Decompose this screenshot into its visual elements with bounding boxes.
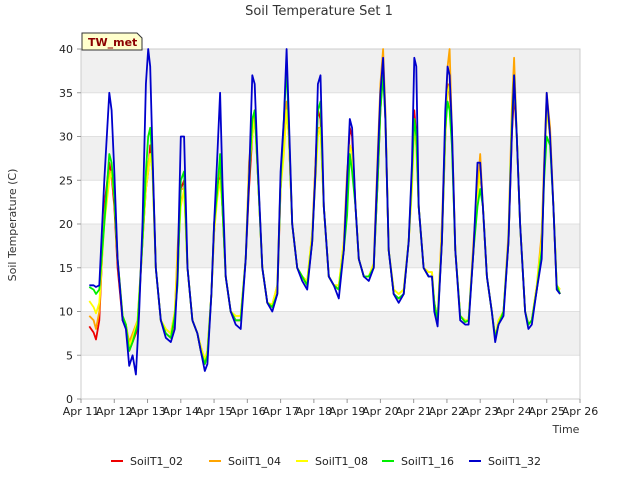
- y-tick-label: 5: [66, 349, 73, 362]
- x-tick-label: Apr 22: [429, 405, 466, 418]
- y-tick-label: 15: [59, 262, 73, 275]
- x-tick-label: Apr 16: [229, 405, 266, 418]
- annotation-text: TW_met: [88, 36, 137, 49]
- y-tick-label: 20: [59, 218, 73, 231]
- legend-label: SoilT1_02: [130, 455, 183, 468]
- series-line-SoilT1_32: [89, 48, 561, 376]
- x-tick-label: Apr 24: [495, 405, 532, 418]
- grid-band: [81, 136, 580, 181]
- legend-label: SoilT1_04: [228, 455, 281, 468]
- x-tick-label: Apr 20: [362, 405, 399, 418]
- x-tick-label: Apr 11: [63, 405, 100, 418]
- x-tick-label: Apr 13: [129, 405, 166, 418]
- legend-item-SoilT1_08: SoilT1_08: [296, 455, 368, 468]
- x-tick-label: Apr 14: [163, 405, 200, 418]
- annotation-frame: [81, 32, 143, 51]
- y-tick-label: 0: [66, 393, 73, 406]
- y-axis-label: Soil Temperature (C): [6, 169, 19, 282]
- x-tick-label: Apr 17: [262, 405, 299, 418]
- legend-item-SoilT1_04: SoilT1_04: [209, 455, 281, 468]
- legend-item-SoilT1_02: SoilT1_02: [111, 455, 183, 468]
- x-tick-label: Apr 18: [296, 405, 333, 418]
- y-axis-ticks: 0 5 10 15 20 25 30 35 40: [59, 43, 81, 406]
- x-tick-label: Apr 21: [395, 405, 432, 418]
- y-tick-label: 10: [59, 306, 73, 319]
- x-tick-label: Apr 15: [196, 405, 233, 418]
- y-tick-label: 25: [59, 174, 73, 187]
- y-tick-label: 40: [59, 43, 73, 56]
- grid-band: [81, 311, 580, 356]
- x-tick-label: Apr 25: [528, 405, 565, 418]
- series-layer: [88, 48, 561, 376]
- annotation-box: TW_met: [81, 32, 143, 51]
- chart-title: Soil Temperature Set 1: [245, 4, 393, 19]
- legend-label: SoilT1_08: [315, 455, 368, 468]
- x-tick-label: Apr 19: [329, 405, 366, 418]
- x-axis-label: Time: [552, 423, 580, 436]
- grid-band: [81, 49, 580, 93]
- legend: SoilT1_02 SoilT1_04 SoilT1_08 SoilT1_16 Soil…: [111, 455, 541, 468]
- x-tick-label: Apr 26: [562, 405, 599, 418]
- x-tick-label: Apr 23: [462, 405, 499, 418]
- grid-band: [81, 224, 580, 268]
- y-tick-label: 35: [59, 87, 73, 100]
- legend-item-SoilT1_16: SoilT1_16: [382, 455, 454, 468]
- y-tick-label: 30: [59, 131, 73, 144]
- legend-label: SoilT1_32: [488, 455, 541, 468]
- legend-item-SoilT1_32: SoilT1_32: [469, 455, 541, 468]
- legend-label: SoilT1_16: [401, 455, 454, 468]
- x-tick-label: Apr 12: [96, 405, 133, 418]
